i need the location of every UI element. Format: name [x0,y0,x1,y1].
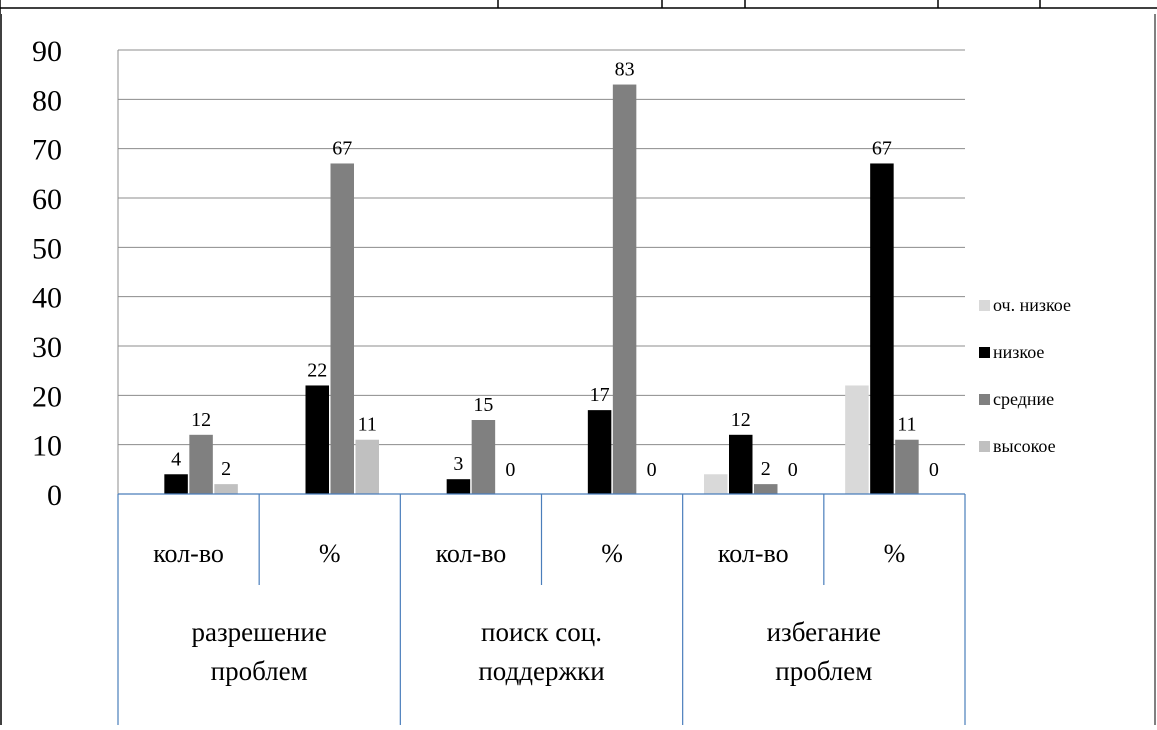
bar [587,410,612,494]
bar [845,385,869,494]
y-tick-label: 30 [32,331,62,364]
bar [895,439,919,494]
bar [612,84,637,495]
legend-label: высокое [993,436,1056,456]
data-label: 67 [872,137,892,159]
data-label: 12 [191,409,211,431]
legend-swatch [979,347,990,358]
y-tick-label: 60 [32,183,62,216]
x-group-label: поддержки [478,656,604,686]
data-label: 4 [171,448,181,470]
x-category-label: кол-во [153,539,224,568]
data-label: 83 [615,59,635,81]
data-label: 0 [647,459,657,481]
legend-swatch [979,300,990,311]
data-label: 2 [761,458,771,480]
x-group-label: разрешение [192,617,327,647]
y-tick-label: 10 [32,430,62,463]
legend-label: низкое [993,342,1044,362]
x-group-label: избегание [767,617,881,647]
y-tick-label: 50 [32,232,62,265]
legend-swatch [979,394,990,405]
bar [305,385,329,494]
bars [164,84,919,495]
y-axis-ticks: 0 10 20 30 40 50 60 70 80 90 [32,35,62,512]
data-label: 2 [221,458,231,480]
data-label: 12 [731,409,751,431]
y-tick-label: 40 [32,282,62,315]
bar [729,434,753,494]
bar [189,434,213,494]
x-axis: кол-во% кол-во% кол-во % разрешение проблем по… [117,493,966,725]
x-group-label: проблем [775,656,872,686]
y-tick-label: 70 [32,134,62,167]
x-category-label: % [319,539,341,568]
bar [471,420,496,494]
x-category-label: кол-во [436,539,507,568]
bar [164,474,188,494]
data-label: 11 [358,414,377,436]
data-label: 0 [505,459,515,481]
data-label: 0 [929,459,939,481]
legend-label: средние [993,389,1054,409]
x-group-label: проблем [211,656,308,686]
bar [330,163,354,494]
data-label: 15 [473,394,493,416]
bar [355,439,379,494]
legend-swatch [979,441,990,452]
data-label: 67 [332,137,352,159]
x-category-label: кол-во [718,539,789,568]
y-tick-label: 0 [47,479,62,512]
data-label: 11 [897,414,916,436]
y-tick-label: 20 [32,380,62,413]
gridlines [117,49,965,494]
y-tick-label: 90 [32,35,62,68]
bar [214,484,238,494]
x-group-label: поиск соц. [481,617,602,647]
data-label: 0 [788,459,798,481]
bar [446,479,471,494]
bar [754,484,778,494]
x-category-label: % [601,539,623,568]
legend-label: оч. низкое [993,295,1071,315]
y-tick-label: 80 [32,84,62,117]
data-label: 22 [307,359,327,381]
data-label: 17 [590,384,610,406]
bar [704,474,728,494]
legend: оч. низкое низкое средние высокое [979,295,1071,456]
bar [870,163,894,494]
x-category-label: % [884,539,906,568]
data-label: 3 [453,453,463,475]
